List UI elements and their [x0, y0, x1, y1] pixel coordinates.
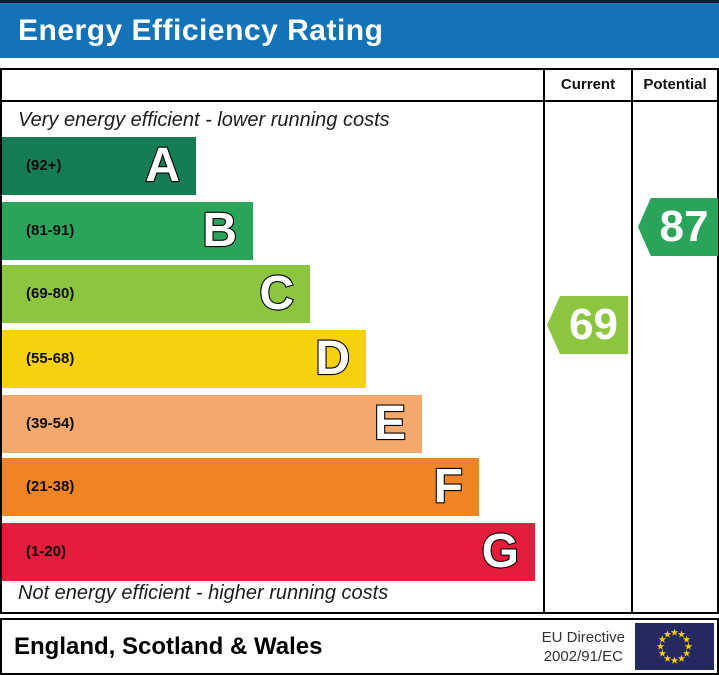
band-e: (39-54) E — [2, 395, 422, 453]
table-body-row: Very energy efficient - lower running co… — [2, 102, 718, 612]
current-column: 69 — [543, 102, 631, 612]
band-d-letter: D — [314, 331, 351, 386]
band-c-range-label: (69-80) — [26, 285, 75, 302]
eu-flag-icon — [635, 623, 714, 670]
top-note: Very energy efficient - lower running co… — [18, 109, 390, 131]
current-rating-badge: 69 — [547, 296, 628, 354]
band-c-letter: C — [258, 266, 295, 321]
band-e-letter: E — [373, 396, 407, 451]
band-b-letter: B — [201, 203, 238, 258]
region-label: England, Scotland & Wales — [14, 632, 323, 660]
band-e-range-label: (39-54) — [26, 415, 75, 432]
band-c: (69-80) C — [2, 265, 310, 323]
rating-bands-area: Very energy efficient - lower running co… — [2, 102, 543, 612]
page-title: Energy Efficiency Rating — [18, 13, 384, 47]
band-a: (92+) A — [2, 137, 196, 195]
potential-rating-badge: 87 — [638, 198, 718, 256]
band-b: (81-91) B — [2, 202, 253, 260]
band-d: (55-68) D — [2, 330, 366, 388]
potential-column: 87 — [631, 102, 718, 612]
band-g: (1-20) G — [2, 523, 535, 581]
bottom-note: Not energy efficient - higher running co… — [18, 582, 389, 604]
band-a-range-label: (92+) — [26, 157, 62, 174]
band-a-letter: A — [144, 138, 181, 193]
band-d-range-label: (55-68) — [26, 350, 75, 367]
band-f-range-label: (21-38) — [26, 478, 75, 495]
current-column-header: Current — [543, 70, 631, 100]
rating-table: Current Potential Very energy efficient … — [0, 68, 719, 614]
eu-directive-line1: EU Directive — [541, 628, 625, 646]
band-g-letter: G — [481, 524, 521, 579]
eu-directive-label: EU Directive 2002/91/EC — [542, 628, 625, 666]
band-g-range-label: (1-20) — [26, 543, 67, 560]
footer: England, Scotland & Wales EU Directive 2… — [0, 618, 719, 675]
title-bar: Energy Efficiency Rating — [0, 0, 719, 58]
table-header-row: Current Potential — [2, 70, 717, 102]
band-f: (21-38) F — [2, 458, 479, 516]
potential-column-header: Potential — [631, 70, 717, 100]
eu-directive-line2: 2002/91/EC — [543, 647, 623, 665]
band-b-range-label: (81-91) — [26, 222, 75, 239]
potential-rating-value: 87 — [659, 202, 709, 251]
current-rating-value: 69 — [569, 300, 618, 349]
band-f-letter: F — [433, 459, 465, 514]
